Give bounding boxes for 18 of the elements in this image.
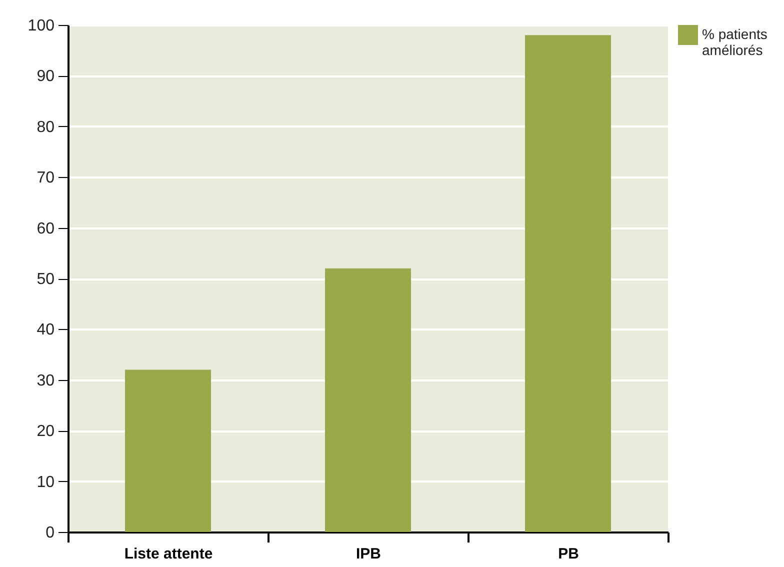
y-tick-label: 10: [36, 474, 55, 491]
y-tick-label: 0: [46, 524, 55, 542]
x-tick-label: PB: [558, 546, 580, 562]
y-tick-label: 90: [36, 68, 55, 86]
x-tick-label: IPB: [356, 546, 382, 562]
y-tick-label: 100: [28, 18, 55, 34]
y-tick-label: 50: [36, 271, 55, 288]
y-tick-label: 70: [36, 170, 55, 187]
bar: [525, 35, 611, 532]
y-tick-label: 60: [36, 220, 55, 238]
x-tick-label: Liste attente: [124, 546, 213, 562]
bar: [125, 370, 211, 532]
legend-label: % patients améliorés: [702, 26, 768, 58]
y-tick-label: 40: [36, 322, 55, 339]
bar: [325, 268, 411, 532]
y-tick-label: 80: [36, 118, 55, 136]
y-tick-label: 30: [36, 372, 55, 390]
y-tick-label: 20: [36, 423, 55, 440]
